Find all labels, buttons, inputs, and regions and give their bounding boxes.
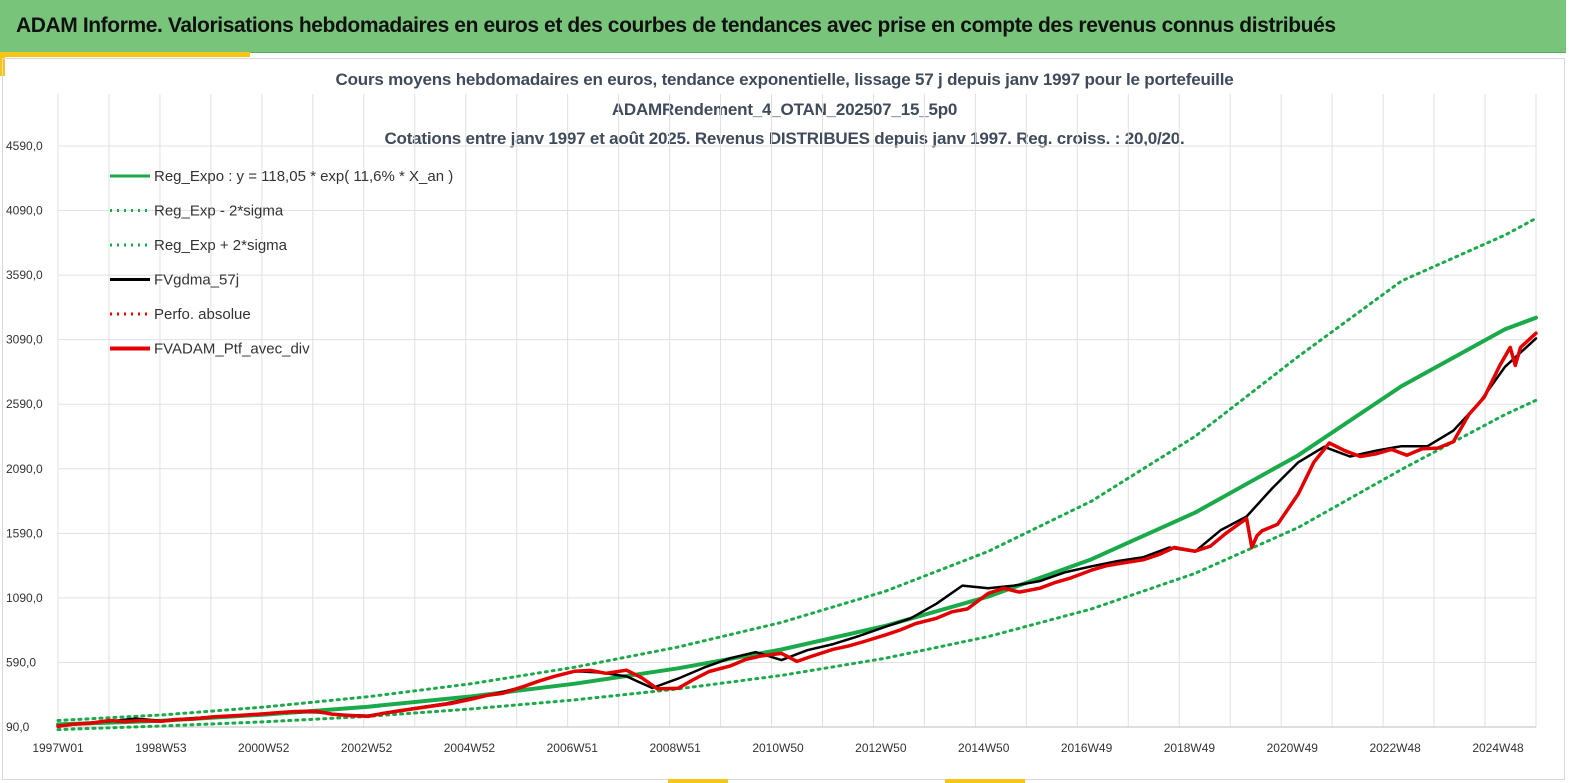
legend-fvadam-ptf-label: FVADAM_Ptf_avec_div <box>154 341 310 358</box>
x-tick-label: 2024W48 <box>1472 741 1524 755</box>
y-tick-label: 4590,0 <box>6 139 43 153</box>
x-tick-label: 2002W52 <box>341 741 393 755</box>
y-tick-label: 1590,0 <box>6 526 43 540</box>
y-tick-label: 2590,0 <box>6 397 43 411</box>
bottom-accent-2 <box>945 779 1025 783</box>
bottom-accent-1 <box>668 779 728 783</box>
x-tick-label: 2018W49 <box>1164 741 1216 755</box>
x-tick-label: 2000W52 <box>238 741 290 755</box>
x-tick-label: 2010W50 <box>752 741 804 755</box>
series-fvadam-ptf <box>56 331 1538 729</box>
chart-frame <box>2 58 1565 780</box>
x-tick-label: 1998W53 <box>135 741 187 755</box>
legend-reg-expo-label: Reg_Expo : y = 118,05 * exp( 11,6% * X_a… <box>154 168 453 185</box>
x-tick-label: 2016W49 <box>1061 741 1113 755</box>
x-tick-label: 1997W01 <box>32 741 84 755</box>
y-tick-label: 3090,0 <box>6 333 43 347</box>
x-tick-label: 2008W51 <box>649 741 701 755</box>
chart-title-line-3: Cotations entre janv 1997 et août 2025. … <box>384 129 1185 148</box>
chart-title-line-1: Cours moyens hebdomadaires en euros, ten… <box>335 70 1234 89</box>
series-reg-expo <box>56 315 1538 727</box>
y-tick-label: 1090,0 <box>6 591 43 605</box>
x-tick-label: 2004W52 <box>444 741 496 755</box>
x-tick-label: 2006W51 <box>547 741 599 755</box>
banner-title: ADAM Informe. Valorisations hebdomadaire… <box>16 14 1336 37</box>
legend-fvgdma-57j-label: FVgdma_57j <box>154 272 239 289</box>
y-tick-label: 590,0 <box>6 655 36 669</box>
legend-perfo-absolue-label: Perfo. absolue <box>154 306 251 323</box>
x-tick-label: 2012W50 <box>855 741 907 755</box>
series-fvgdma-57j <box>56 337 1538 727</box>
accent-bar <box>0 52 250 57</box>
y-tick-label: 90,0 <box>6 720 30 734</box>
series-reg-plus-2sigma <box>56 216 1538 722</box>
header-banner: ADAM Informe. Valorisations hebdomadaire… <box>0 0 1566 53</box>
y-tick-label: 3590,0 <box>6 268 43 282</box>
legend-reg-plus-2sigma-label: Reg_Exp + 2*sigma <box>154 237 288 254</box>
y-tick-label: 4090,0 <box>6 204 43 218</box>
series-reg-minus-2sigma <box>56 398 1538 732</box>
y-tick-label: 2090,0 <box>6 462 43 476</box>
legend-reg-minus-2sigma-label: Reg_Exp - 2*sigma <box>154 203 284 220</box>
x-tick-label: 2022W48 <box>1369 741 1421 755</box>
chart-title-line-2: ADAMRendement_4_OTAN_202507_15_5p0 <box>611 100 958 119</box>
x-tick-label: 2020W49 <box>1267 741 1319 755</box>
x-tick-label: 2014W50 <box>958 741 1010 755</box>
